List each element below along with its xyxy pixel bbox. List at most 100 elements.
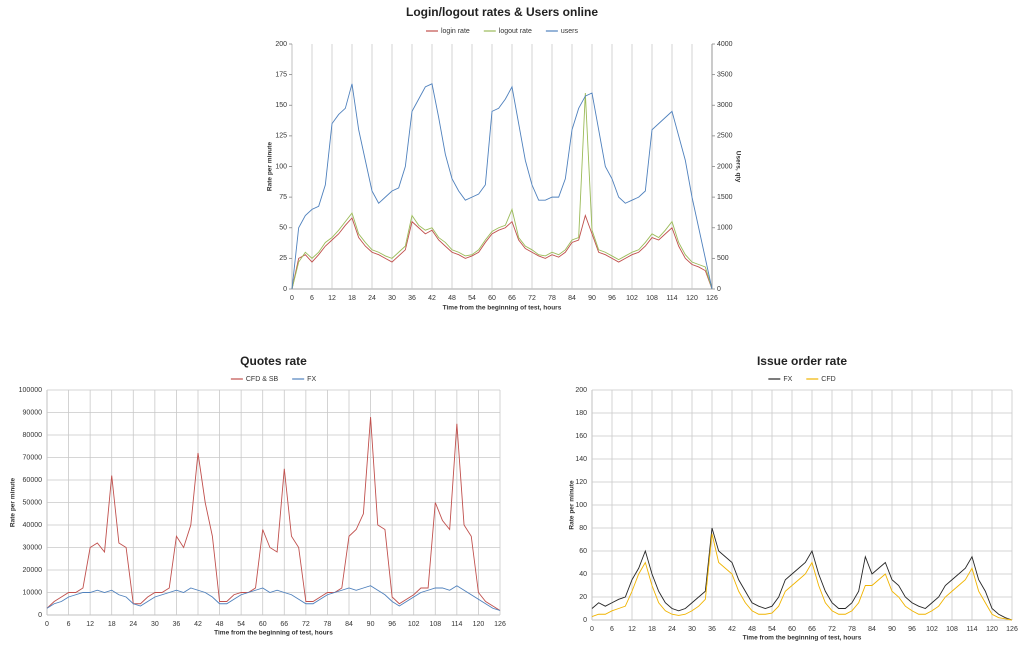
x-tick-label: 108 xyxy=(646,295,658,302)
x-tick-label: 54 xyxy=(768,626,776,633)
x-tick-label: 12 xyxy=(628,626,636,633)
legend: login rate logout rate users xyxy=(425,28,579,35)
x-tick-label: 120 xyxy=(686,295,698,302)
x-tick-label: 108 xyxy=(946,626,958,633)
x-tick-label: 54 xyxy=(237,621,245,628)
y2-tick-label: 2000 xyxy=(717,163,733,170)
x-tick-label: 30 xyxy=(688,626,696,633)
x-tick-label: 6 xyxy=(67,621,71,628)
y-tick-label: 0 xyxy=(283,286,287,293)
y-tick-label: 40 xyxy=(579,571,587,578)
legend-label: CFD xyxy=(821,376,835,383)
y2-tick-label: 500 xyxy=(717,255,729,262)
x-tick-label: 12 xyxy=(328,295,336,302)
x-tick-label: 24 xyxy=(668,626,676,633)
x-tick-label: 72 xyxy=(302,621,310,628)
y-tick-label: 100 xyxy=(575,502,587,509)
series-line xyxy=(291,214,713,290)
y-tick-label: 0 xyxy=(38,612,42,619)
y-tick-label: 140 xyxy=(575,456,587,463)
x-tick-label: 24 xyxy=(368,295,376,302)
legend: FX CFD xyxy=(768,376,836,383)
y-tick-label: 150 xyxy=(275,102,287,109)
y-tick-label: 75 xyxy=(279,194,287,201)
x-tick-label: 60 xyxy=(488,295,496,302)
x-tick-label: 60 xyxy=(788,626,796,633)
legend-label: FX xyxy=(783,376,792,383)
y-tick-label: 200 xyxy=(275,41,287,48)
legend-label: logout rate xyxy=(499,28,532,35)
y2-tick-label: 1000 xyxy=(717,225,733,232)
x-tick-label: 54 xyxy=(468,295,476,302)
y-tick-label: 20000 xyxy=(23,567,43,574)
chart: Quotes rate 0 6 12 18 24 30 36 42 48 54 60 66 72 78 84 9… xyxy=(10,354,506,637)
chart-title: Login/logout rates & Users online xyxy=(406,5,598,19)
x-tick-label: 114 xyxy=(966,626,977,633)
y-tick-label: 160 xyxy=(575,433,587,440)
y-tick-label: 40000 xyxy=(23,522,43,529)
x-tick-label: 90 xyxy=(367,621,375,628)
legend-label: users xyxy=(561,28,579,35)
series-line xyxy=(291,92,713,290)
chart: Login/logout rates & Users online 0 6 12 18 2… xyxy=(267,5,742,312)
x-tick-label: 42 xyxy=(194,621,202,628)
x-tick-label: 36 xyxy=(173,621,181,628)
y-tick-label: 50000 xyxy=(23,499,43,506)
y2-tick-label: 0 xyxy=(717,286,721,293)
x-tick-label: 72 xyxy=(528,295,536,302)
x-tick-label: 102 xyxy=(408,621,420,628)
y-tick-label: 60 xyxy=(579,548,587,555)
x-tick-label: 96 xyxy=(608,295,616,302)
x-tick-label: 42 xyxy=(728,626,736,633)
x-axis-label: Time from the beginning of test, hours xyxy=(443,305,562,312)
x-tick-label: 126 xyxy=(706,295,718,302)
legend-label: FX xyxy=(307,376,316,383)
y-tick-label: 90000 xyxy=(23,409,43,416)
y-axis-label: Rate per minute xyxy=(10,478,17,528)
y-tick-label: 60000 xyxy=(23,477,43,484)
x-tick-label: 0 xyxy=(290,295,294,302)
x-tick-label: 90 xyxy=(888,626,896,633)
x-tick-label: 126 xyxy=(494,621,506,628)
y-tick-label: 175 xyxy=(275,71,287,78)
x-tick-label: 66 xyxy=(280,621,288,628)
y-tick-label: 70000 xyxy=(23,454,43,461)
x-tick-label: 84 xyxy=(568,295,576,302)
series-line xyxy=(46,585,501,611)
x-tick-label: 78 xyxy=(848,626,856,633)
x-tick-label: 30 xyxy=(388,295,396,302)
y-tick-label: 125 xyxy=(275,133,287,140)
y2-axis-label: Users, qty xyxy=(734,151,741,183)
y-tick-label: 120 xyxy=(575,479,587,486)
y-axis-label: Rate per minute xyxy=(569,480,576,530)
x-tick-label: 102 xyxy=(626,295,638,302)
x-tick-label: 18 xyxy=(108,621,116,628)
x-tick-label: 12 xyxy=(86,621,94,628)
x-tick-label: 30 xyxy=(151,621,159,628)
x-tick-label: 114 xyxy=(666,295,677,302)
series-line xyxy=(291,83,713,290)
x-tick-label: 84 xyxy=(345,621,353,628)
x-tick-label: 120 xyxy=(986,626,998,633)
x-tick-label: 6 xyxy=(610,626,614,633)
y-tick-label: 25 xyxy=(279,255,287,262)
x-axis-label: Time from the beginning of test, hours xyxy=(743,635,862,642)
series-line xyxy=(591,527,1013,621)
x-tick-label: 48 xyxy=(216,621,224,628)
x-tick-label: 78 xyxy=(548,295,556,302)
y-tick-label: 10000 xyxy=(23,589,43,596)
chart: Issue order rate 0 6 12 18 24 30 36 42 48 54 60 66 72… xyxy=(569,354,1018,642)
y2-tick-label: 3000 xyxy=(717,102,733,109)
x-tick-label: 42 xyxy=(428,295,436,302)
y-tick-label: 80 xyxy=(579,525,587,532)
x-tick-label: 48 xyxy=(448,295,456,302)
y-tick-label: 20 xyxy=(579,594,587,601)
x-tick-label: 18 xyxy=(348,295,356,302)
y-tick-label: 100 xyxy=(275,163,287,170)
y-tick-label: 50 xyxy=(279,225,287,232)
chart-title: Quotes rate xyxy=(240,354,307,368)
x-tick-label: 24 xyxy=(129,621,137,628)
x-tick-label: 102 xyxy=(926,626,938,633)
y2-tick-label: 1500 xyxy=(717,194,733,201)
